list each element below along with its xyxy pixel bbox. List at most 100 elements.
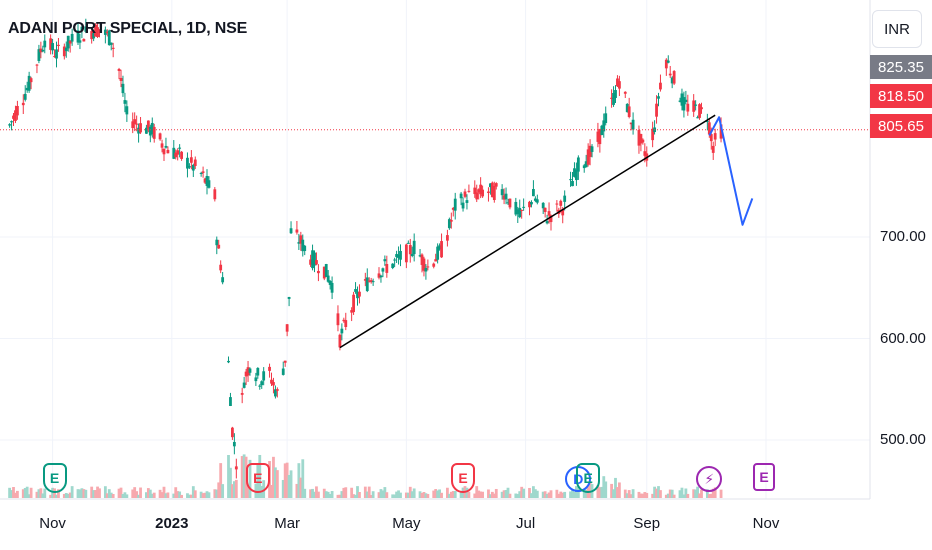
chart-drawings[interactable] bbox=[339, 114, 754, 349]
candle-body bbox=[436, 246, 440, 260]
volume-bar bbox=[664, 494, 668, 498]
earnings-event-icon[interactable]: E bbox=[245, 463, 270, 493]
volume-bar bbox=[395, 491, 398, 498]
volume-bar bbox=[453, 490, 457, 498]
earnings-event-icon[interactable]: E bbox=[576, 463, 601, 493]
earnings-event-icon[interactable]: E bbox=[451, 463, 476, 493]
candle-body bbox=[447, 219, 451, 229]
currency-button[interactable]: INR bbox=[872, 10, 922, 48]
volume-bar bbox=[475, 486, 479, 498]
candle-body bbox=[481, 189, 484, 197]
candle-body bbox=[57, 44, 60, 47]
candle-body bbox=[629, 122, 633, 125]
volume-bar bbox=[96, 486, 99, 498]
candle-body bbox=[705, 121, 709, 123]
candle-body bbox=[446, 235, 449, 241]
candle-body bbox=[315, 260, 318, 265]
candle-body bbox=[504, 193, 508, 200]
candle-body bbox=[248, 368, 252, 373]
candle-body bbox=[274, 389, 277, 397]
candle-body bbox=[289, 228, 293, 234]
candle-body bbox=[21, 102, 25, 106]
volume-bar bbox=[555, 489, 559, 498]
volume-bar bbox=[432, 490, 436, 498]
candle-body bbox=[700, 107, 703, 110]
candle-body bbox=[555, 203, 559, 205]
volume-bar bbox=[105, 493, 109, 498]
candle-body bbox=[514, 201, 518, 215]
volume-bar bbox=[438, 489, 441, 498]
candle-body bbox=[342, 319, 346, 322]
symbol-title[interactable]: ADANI PORT SPECIAL, 1D, NSE bbox=[8, 20, 248, 37]
volume-bar bbox=[336, 494, 340, 498]
candle-body bbox=[80, 26, 84, 31]
volume-bar bbox=[655, 488, 658, 498]
candle-body bbox=[610, 97, 613, 99]
candle-body bbox=[90, 31, 94, 40]
volume-bar bbox=[92, 490, 96, 498]
volume-bar bbox=[543, 491, 547, 498]
candle-body bbox=[82, 39, 86, 42]
candle-body bbox=[418, 255, 422, 257]
volume-bar bbox=[150, 493, 154, 498]
x-tick-label: Nov bbox=[752, 515, 780, 532]
volume-bar bbox=[616, 487, 619, 498]
candle-body bbox=[379, 275, 383, 278]
volume-bar bbox=[299, 477, 303, 498]
candle-body bbox=[258, 385, 262, 387]
volume-bar bbox=[639, 493, 643, 498]
volume-bar bbox=[10, 490, 13, 498]
volume-bar bbox=[582, 490, 586, 498]
candle-body bbox=[391, 263, 395, 268]
candle-body bbox=[453, 198, 457, 211]
volume-bar bbox=[694, 489, 698, 498]
volume-bar bbox=[549, 490, 553, 498]
candle-body bbox=[451, 207, 455, 210]
volume-bar bbox=[338, 494, 342, 498]
volume-bar bbox=[672, 494, 676, 498]
candle-body bbox=[535, 199, 539, 203]
candle-body bbox=[563, 195, 567, 202]
candle-body bbox=[133, 119, 137, 124]
candle-body bbox=[338, 334, 342, 348]
volume-bar bbox=[248, 459, 252, 498]
candle-body bbox=[612, 93, 615, 105]
candle-body bbox=[105, 31, 109, 34]
volume-bar bbox=[473, 493, 477, 498]
earnings-event-icon[interactable]: E bbox=[42, 463, 67, 493]
volume-bar bbox=[123, 492, 127, 498]
candle-body bbox=[586, 149, 590, 165]
volume-bar bbox=[533, 489, 537, 498]
candle-body bbox=[227, 360, 230, 363]
volume-bar bbox=[301, 459, 305, 498]
candle-body bbox=[148, 126, 152, 136]
volume-bar bbox=[487, 489, 490, 498]
volume-bar bbox=[131, 489, 135, 498]
volume-bar bbox=[229, 467, 232, 498]
candle-body bbox=[219, 264, 223, 271]
volume-bar bbox=[404, 492, 408, 498]
volume-bar bbox=[27, 494, 31, 498]
earnings-event-icon[interactable]: E bbox=[753, 463, 776, 491]
candle-body bbox=[146, 120, 150, 129]
split-event-icon[interactable]: ⚡ bbox=[696, 466, 723, 492]
volume-bar bbox=[94, 490, 97, 498]
candle-body bbox=[287, 296, 291, 299]
volume-bar bbox=[289, 470, 293, 498]
candle-body bbox=[684, 99, 688, 103]
candle-body bbox=[311, 250, 314, 269]
candlestick-series bbox=[8, 18, 723, 479]
candle-body bbox=[23, 93, 27, 100]
candle-body bbox=[655, 103, 658, 117]
volume-bar bbox=[178, 491, 182, 498]
candle-body bbox=[371, 281, 375, 283]
volume-bar bbox=[516, 493, 520, 498]
volume-bar bbox=[70, 486, 74, 498]
volume-bar bbox=[311, 488, 314, 498]
volume-bar bbox=[610, 483, 613, 498]
x-tick-label: 2023 bbox=[155, 515, 189, 532]
volume-bar bbox=[447, 493, 451, 498]
volume-bar bbox=[193, 490, 197, 498]
volume-bar bbox=[424, 493, 428, 498]
